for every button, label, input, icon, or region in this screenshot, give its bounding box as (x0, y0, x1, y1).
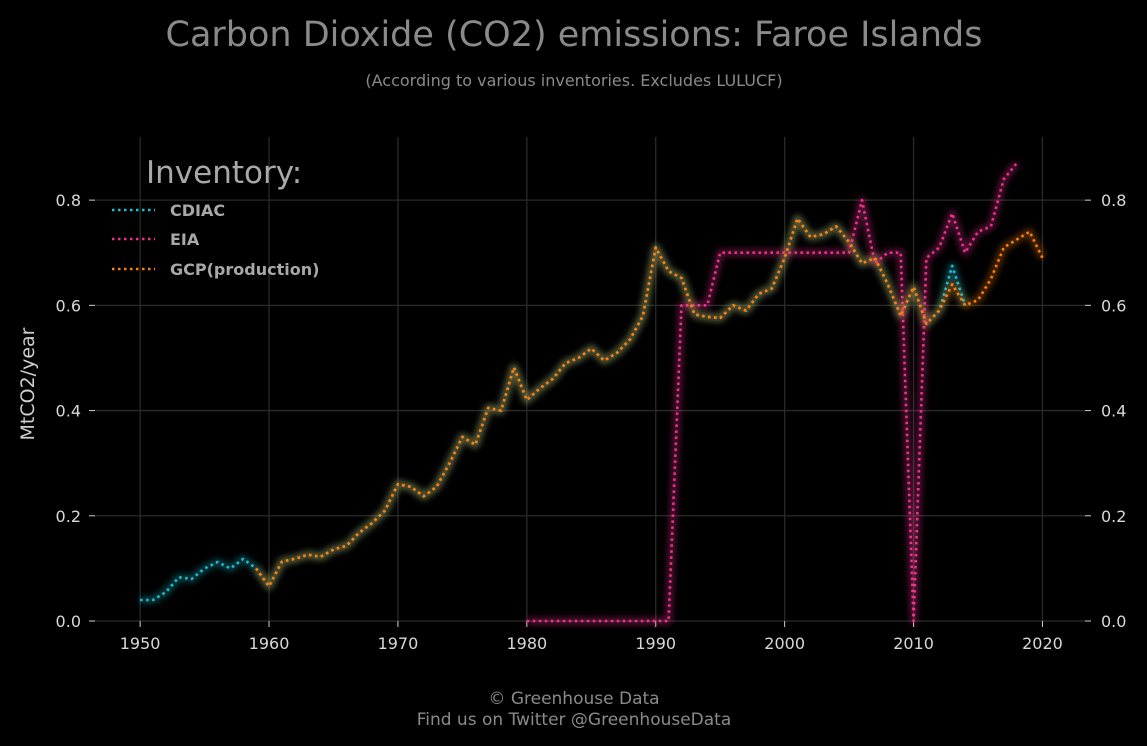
x-tick-label: 1980 (506, 634, 547, 653)
y-tick-label-right: 0.0 (1101, 612, 1126, 631)
grid (95, 137, 1085, 622)
x-tick-label: 1990 (635, 634, 676, 653)
legend: Inventory: CDIAC EIA GCP(production) (112, 155, 319, 279)
footer-twitter: Find us on Twitter @GreenhouseData (417, 710, 732, 730)
y-tick-label-left: 0.6 (56, 296, 81, 315)
y-tick-label-right: 0.8 (1101, 191, 1126, 210)
chart-subtitle: (According to various inventories. Exclu… (365, 71, 782, 90)
y-tick-label-left: 0.4 (56, 402, 81, 421)
y-tick-label-left: 0.8 (56, 191, 81, 210)
footer-copyright: © Greenhouse Data (488, 689, 659, 709)
x-tick-label: 1970 (378, 634, 419, 653)
x-tick-label: 1960 (249, 634, 290, 653)
legend-label-gcp: GCP(production) (170, 260, 319, 279)
x-tick-label: 2010 (893, 634, 934, 653)
y-tick-label-left: 0.2 (56, 507, 81, 526)
legend-label-cdiac: CDIAC (170, 201, 225, 220)
y-tick-label-right: 0.4 (1101, 402, 1126, 421)
legend-label-eia: EIA (170, 230, 200, 249)
x-tick-label: 1950 (120, 634, 161, 653)
chart-title: Carbon Dioxide (CO2) emissions: Faroe Is… (166, 15, 983, 55)
y-tick-label-left: 0.0 (56, 612, 81, 631)
series-line-gcp (255, 217, 1044, 588)
x-tick-label: 2020 (1022, 634, 1063, 653)
x-tick-label: 2000 (764, 634, 805, 653)
y-tick-label-right: 0.2 (1101, 507, 1126, 526)
series-glow-eia (526, 161, 1020, 625)
axes: 1950 1960 1970 1980 1990 2000 2010 2020 0.0 0.0 0.… (56, 191, 1127, 653)
series (140, 161, 1046, 625)
series-line-eia (526, 162, 1018, 623)
legend-title: Inventory: (146, 155, 302, 191)
y-tick-label-right: 0.6 (1101, 296, 1126, 315)
y-axis-label: MtCO2/year (17, 327, 39, 440)
